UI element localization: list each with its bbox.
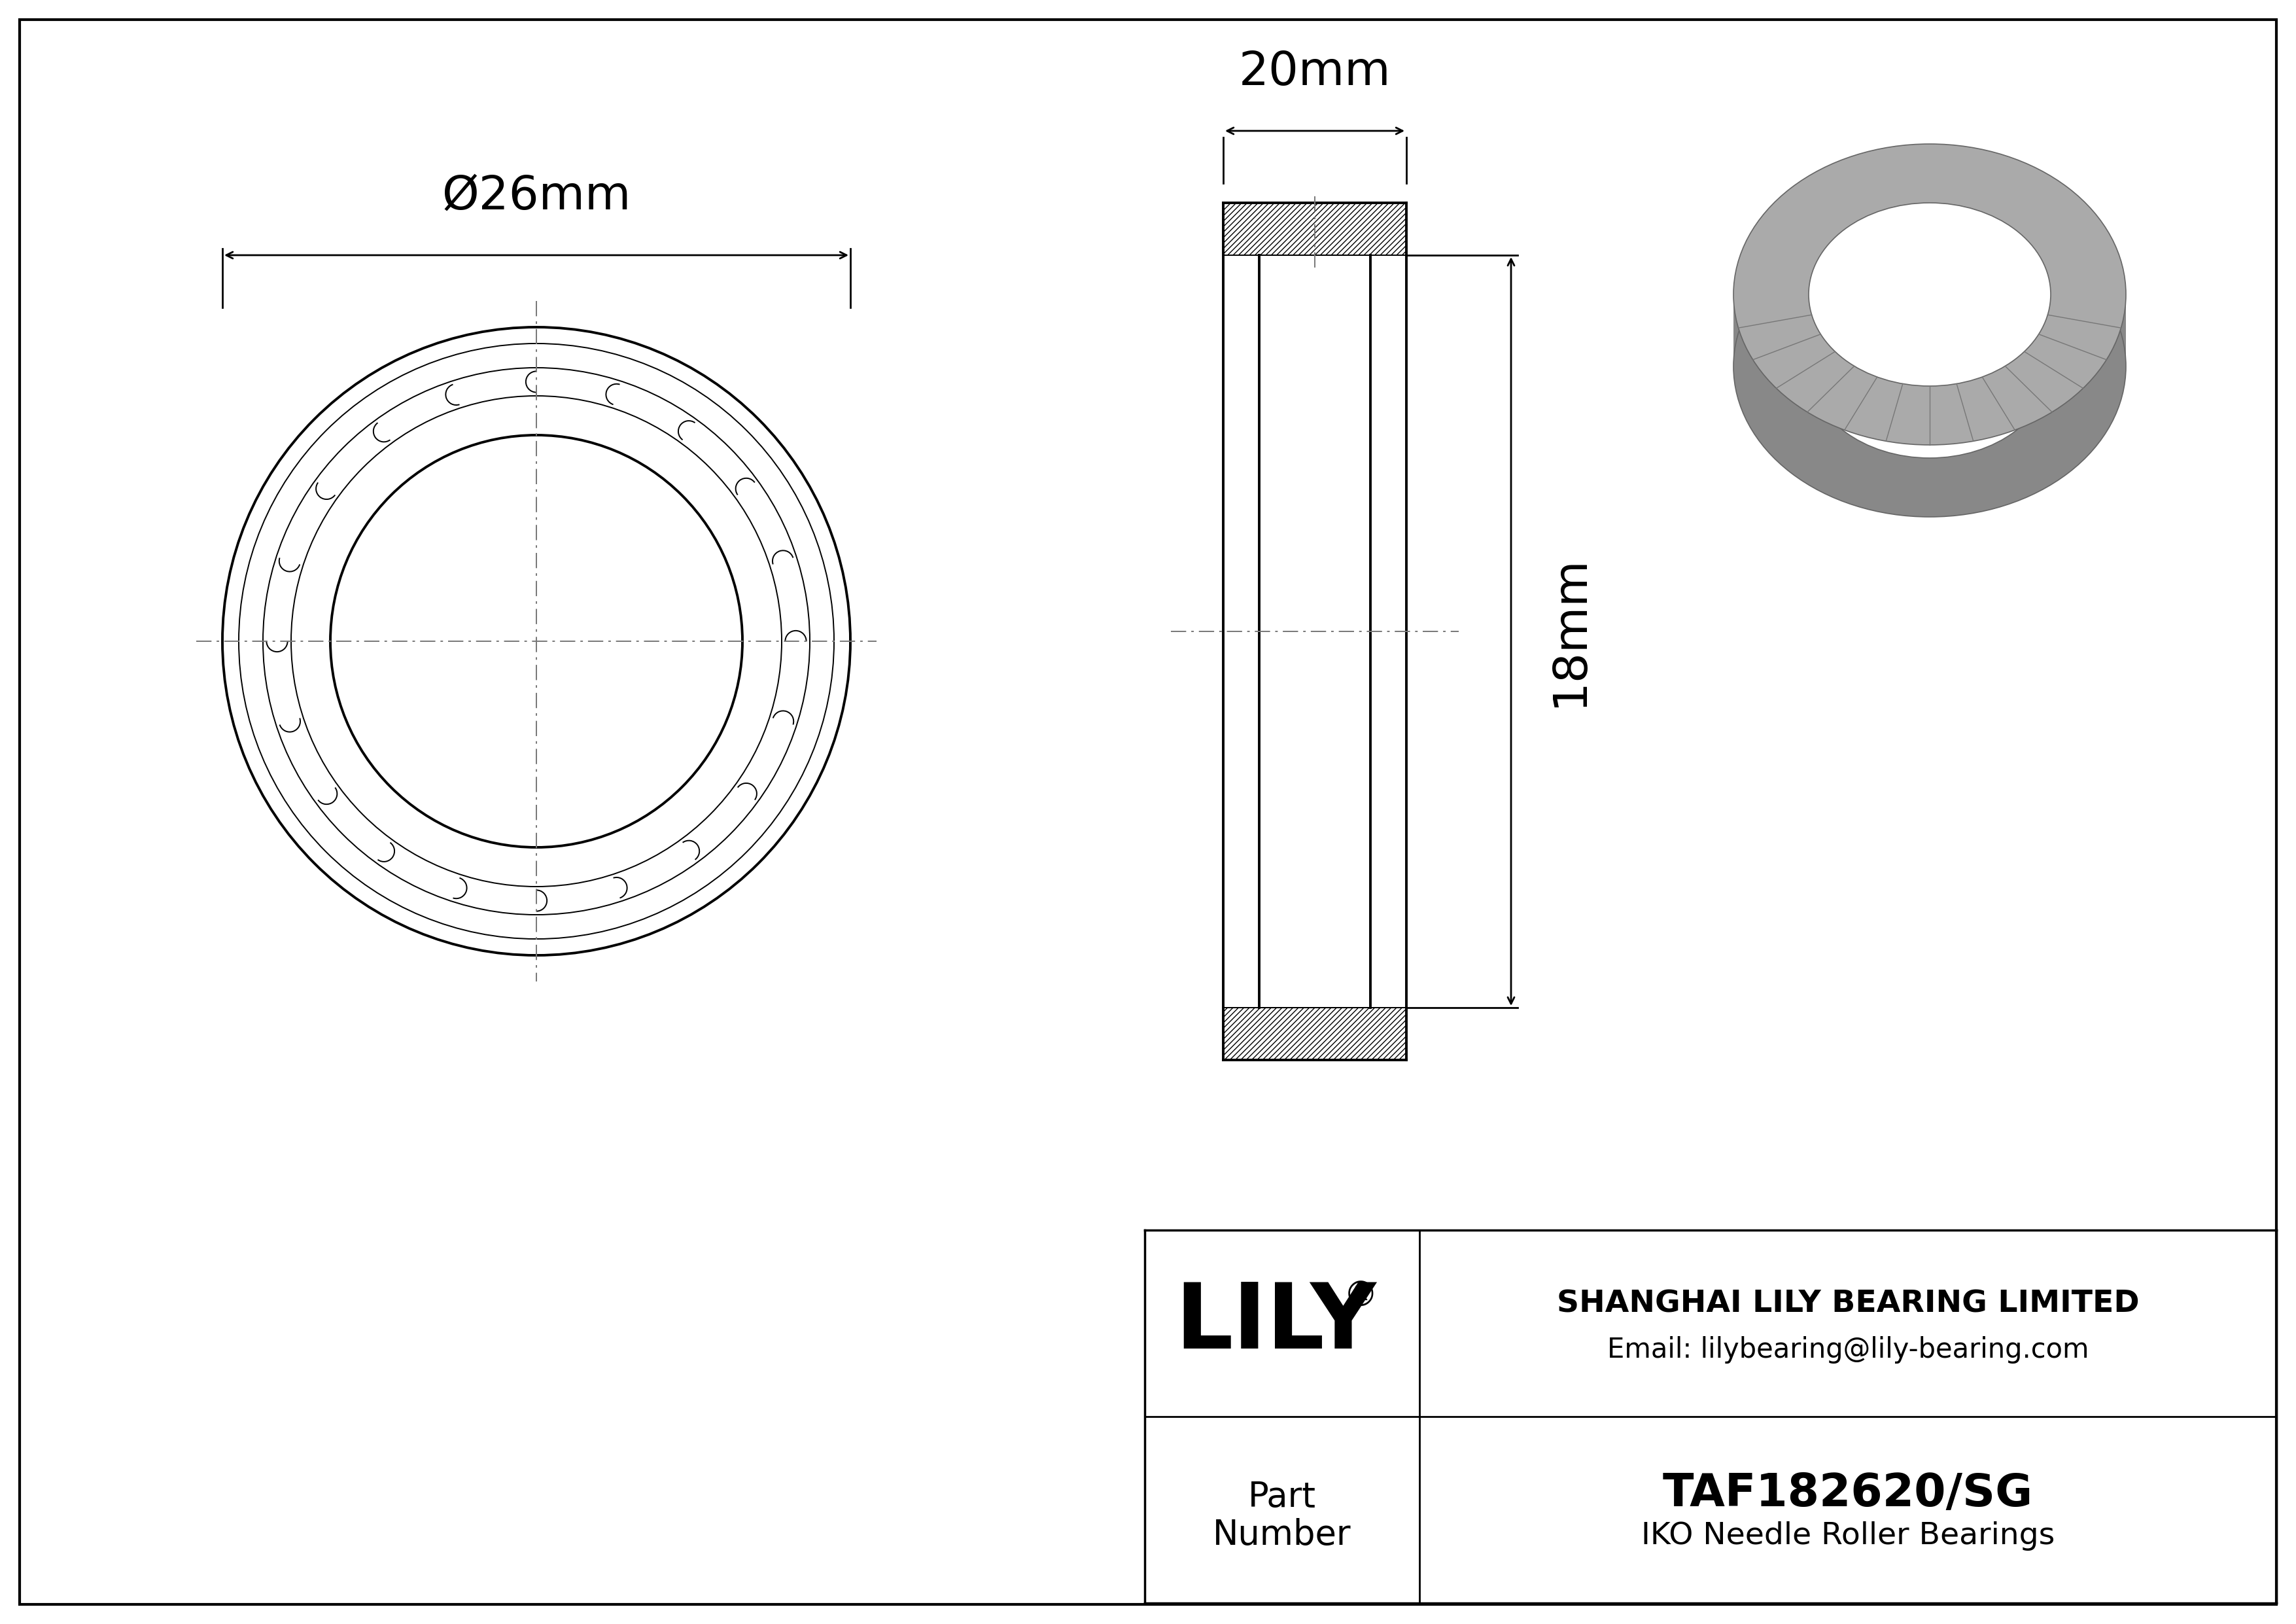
Text: 18mm: 18mm (1548, 555, 1593, 708)
Text: Ø26mm: Ø26mm (441, 174, 631, 219)
Bar (1224, 1007, 1407, 1060)
Ellipse shape (1733, 145, 2126, 445)
Text: LILY: LILY (1176, 1280, 1375, 1367)
Ellipse shape (1733, 216, 2126, 516)
Text: Number: Number (1212, 1518, 1352, 1551)
Polygon shape (1809, 294, 2050, 458)
Ellipse shape (1809, 203, 2050, 387)
Text: ®: ® (1343, 1278, 1378, 1312)
Polygon shape (1733, 145, 2126, 367)
Bar (1224, 203, 1407, 255)
Text: 20mm: 20mm (1240, 50, 1391, 94)
Text: Email: lilybearing@lily-bearing.com: Email: lilybearing@lily-bearing.com (1607, 1337, 2089, 1363)
Ellipse shape (1809, 274, 2050, 458)
Text: TAF182620/SG: TAF182620/SG (1662, 1471, 2034, 1515)
Text: Part: Part (1249, 1479, 1316, 1514)
Text: SHANGHAI LILY BEARING LIMITED: SHANGHAI LILY BEARING LIMITED (1557, 1289, 2140, 1319)
Text: IKO Needle Roller Bearings: IKO Needle Roller Bearings (1642, 1522, 2055, 1551)
